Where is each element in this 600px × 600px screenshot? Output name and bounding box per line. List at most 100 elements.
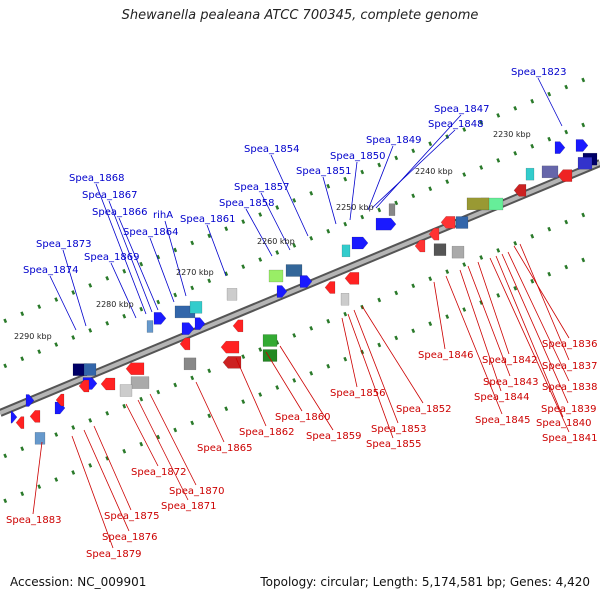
scale-tick — [581, 257, 586, 263]
kbp-label: 2270 kbp — [176, 268, 214, 277]
scale-tick — [496, 113, 501, 118]
gene-feature — [220, 340, 240, 354]
gene-label: Spea_1849 — [366, 135, 421, 146]
scale-tick — [275, 250, 280, 255]
kbp-label: 2250 kbp — [336, 203, 374, 212]
gene-label: Spea_1853 — [371, 424, 426, 435]
gene-features — [10, 139, 598, 445]
gene-label: Spea_1841 — [542, 433, 597, 444]
scale-tick — [428, 141, 433, 147]
scale-tick — [479, 165, 484, 170]
label-leader-line — [537, 77, 563, 127]
scale-tick — [3, 453, 8, 459]
scale-tick — [37, 304, 42, 309]
topology-text: Topology: circular; Length: 5,174,581 bp… — [260, 575, 590, 589]
scale-tick — [292, 333, 297, 338]
gene-feature — [34, 432, 46, 445]
scale-tick — [88, 328, 93, 333]
gene-feature — [29, 410, 41, 423]
label-leader-line — [149, 393, 197, 486]
gene-labels: Spea_1823 Spea_1847 Spea_1848 Spea_1849 Spea… — [6, 67, 597, 560]
gene-label: Spea_1843 — [483, 377, 538, 388]
scale-tick — [394, 290, 399, 296]
scale-tick — [258, 347, 263, 352]
scale-tick — [496, 158, 501, 163]
gene-label: Spea_1845 — [475, 415, 530, 426]
scale-tick — [122, 403, 127, 409]
scale-tick — [513, 285, 518, 291]
scale-tick — [71, 470, 76, 475]
scale-tick — [530, 143, 535, 149]
scale-tick — [547, 226, 552, 232]
label-leader-line — [93, 425, 132, 511]
scale-tick — [513, 240, 518, 246]
gene-label: Spea_1856 — [330, 388, 385, 399]
gene-feature — [375, 217, 397, 231]
gene-feature — [577, 157, 593, 170]
gene-label: Spea_1851 — [296, 166, 351, 177]
scale-tick — [190, 420, 195, 426]
scale-tick — [462, 262, 467, 267]
scale-tick — [530, 278, 535, 284]
kbp-label: 2260 kbp — [257, 237, 295, 246]
gene-label: Spea_1848 — [428, 119, 483, 130]
label-leader-line — [49, 275, 77, 331]
scale-tick — [564, 129, 569, 135]
gene-label: Spea_1855 — [366, 439, 421, 450]
label-leader-line — [501, 253, 569, 404]
scale-tick — [564, 264, 569, 270]
scale-tick — [54, 477, 59, 482]
gene-feature — [189, 301, 203, 314]
scale-tick — [224, 406, 229, 412]
gene-label: Spea_1861 — [180, 214, 235, 225]
scale-tick — [343, 221, 348, 227]
scale-tick — [292, 243, 297, 248]
label-leader-line — [367, 145, 394, 211]
label-leader-line — [445, 275, 503, 415]
label-leader-line — [83, 429, 130, 532]
scale-tick — [258, 392, 263, 397]
scale-tick — [139, 261, 144, 267]
scale-tick — [156, 299, 161, 305]
scale-tick — [241, 399, 246, 404]
gene-feature — [194, 317, 206, 330]
label-leader-line — [477, 261, 510, 355]
scale-tick — [105, 275, 110, 281]
scale-tick — [360, 214, 365, 220]
scale-tick — [224, 271, 229, 277]
scale-tick — [564, 219, 569, 225]
kbp-label: 2290 kbp — [14, 332, 52, 341]
label-leader-line — [62, 249, 87, 327]
scale-tick — [20, 446, 25, 452]
scale-tick — [547, 271, 552, 277]
gene-feature — [351, 236, 369, 250]
label-leader-line — [349, 161, 358, 221]
scale-tick — [343, 311, 348, 317]
gene-feature — [341, 244, 351, 258]
scale-tick — [326, 318, 331, 324]
scale-tick — [258, 257, 263, 262]
scale-tick — [309, 190, 314, 196]
kbp-label: 2280 kbp — [96, 300, 134, 309]
kbp-label: 2240 kbp — [415, 167, 453, 176]
label-leader-line — [164, 220, 187, 297]
scale-tick — [547, 91, 552, 97]
scale-tick — [360, 169, 365, 175]
scale-tick — [105, 320, 110, 326]
gene-feature — [179, 337, 191, 351]
figure-title: Shewanella pealeana ATCC 700345, complet… — [121, 8, 479, 23]
gene-label: Spea_1879 — [86, 549, 141, 560]
gene-feature — [433, 243, 447, 256]
scale-tick — [462, 127, 467, 132]
scale-tick — [88, 283, 93, 288]
label-leader-line — [467, 265, 511, 377]
scale-tick — [190, 240, 195, 246]
gene-feature — [146, 320, 154, 333]
gene-label: Spea_1869 — [84, 252, 139, 263]
label-leader-line — [495, 255, 564, 418]
gene-feature — [285, 264, 303, 277]
scale-tick — [54, 432, 59, 437]
scale-tick — [105, 455, 110, 461]
scale-tick — [173, 427, 178, 433]
label-leader-line — [513, 245, 570, 339]
